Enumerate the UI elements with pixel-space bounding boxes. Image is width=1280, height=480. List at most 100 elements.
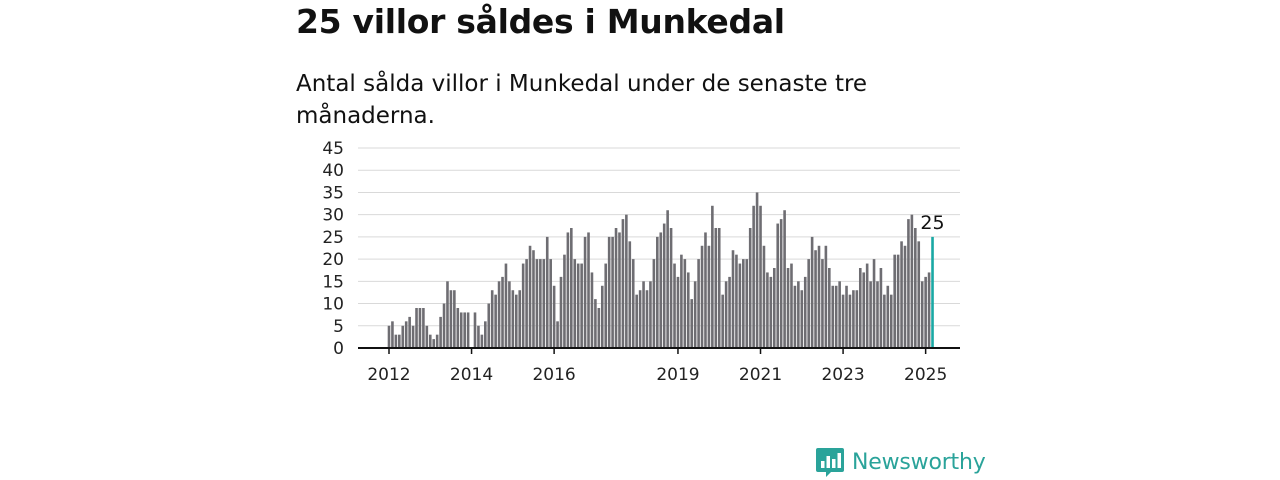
bar xyxy=(401,325,405,348)
bar xyxy=(879,268,883,348)
bar xyxy=(766,272,769,348)
bar xyxy=(490,290,494,348)
bar xyxy=(422,308,425,348)
bar xyxy=(669,228,673,348)
y-tick-label: 30 xyxy=(322,206,344,226)
bar xyxy=(521,263,525,348)
bar xyxy=(518,290,522,348)
bar xyxy=(611,236,614,348)
x-tick-label: 2016 xyxy=(532,365,575,385)
bar xyxy=(456,308,460,348)
bar xyxy=(621,219,625,348)
bar xyxy=(570,228,573,348)
bar xyxy=(786,268,790,348)
bar xyxy=(642,281,645,348)
bar xyxy=(494,294,497,348)
bar xyxy=(869,281,872,348)
bar xyxy=(604,263,608,348)
bar xyxy=(556,321,559,348)
bar xyxy=(542,259,546,348)
bar xyxy=(597,308,601,348)
bar xyxy=(487,303,491,348)
bar xyxy=(508,281,511,348)
bar xyxy=(628,241,632,348)
bar xyxy=(428,334,432,348)
bar xyxy=(697,259,700,348)
bar xyxy=(759,205,762,348)
bar xyxy=(535,259,539,348)
bar xyxy=(755,192,759,348)
bar xyxy=(907,219,910,348)
bar xyxy=(876,281,879,348)
bar xyxy=(724,281,728,348)
bar xyxy=(693,281,697,348)
bar xyxy=(580,263,583,348)
bar xyxy=(404,321,408,348)
bar xyxy=(735,254,738,348)
latest-value-label: 25 xyxy=(920,212,944,234)
bar xyxy=(607,236,611,348)
bar xyxy=(831,285,835,348)
bar xyxy=(398,334,401,348)
y-tick-label: 45 xyxy=(322,139,344,159)
bar xyxy=(614,228,618,348)
bar xyxy=(810,236,814,348)
bar xyxy=(917,241,921,348)
bar xyxy=(449,290,453,348)
bar xyxy=(779,219,783,348)
bar xyxy=(453,290,456,348)
bar xyxy=(631,259,635,348)
bar xyxy=(559,276,563,348)
x-tick-label: 2019 xyxy=(656,365,699,385)
bar xyxy=(841,294,845,348)
bar xyxy=(425,325,429,348)
bar-series xyxy=(387,192,934,348)
bar xyxy=(817,245,821,348)
bar xyxy=(748,228,752,348)
bar xyxy=(924,276,927,348)
bar xyxy=(552,285,556,348)
bar xyxy=(563,254,566,348)
bar xyxy=(707,245,711,348)
bar xyxy=(576,263,580,348)
bar xyxy=(797,281,800,348)
bar xyxy=(545,236,549,348)
bar xyxy=(645,290,649,348)
bar xyxy=(731,250,735,348)
bar xyxy=(700,245,704,348)
bar xyxy=(459,312,463,348)
y-tick-label: 15 xyxy=(322,272,344,292)
bar xyxy=(594,299,597,348)
bar xyxy=(920,281,924,348)
bar xyxy=(652,259,656,348)
bar xyxy=(889,294,893,348)
bar xyxy=(573,259,577,348)
bar xyxy=(862,272,866,348)
bar xyxy=(511,290,515,348)
bar xyxy=(828,268,831,348)
bar xyxy=(673,263,676,348)
bar xyxy=(845,285,848,348)
bar xyxy=(680,254,683,348)
bar xyxy=(590,272,594,348)
bar xyxy=(659,232,663,348)
bar xyxy=(893,254,896,348)
bar xyxy=(728,276,731,348)
bar xyxy=(903,245,907,348)
x-tick-label: 2012 xyxy=(367,365,410,385)
bar xyxy=(738,263,742,348)
bar xyxy=(638,290,642,348)
bar xyxy=(583,236,587,348)
bar xyxy=(714,228,718,348)
brand-logo[interactable]: Newsworthy xyxy=(816,446,986,478)
bar xyxy=(676,276,680,348)
bar xyxy=(886,285,890,348)
bar xyxy=(587,232,590,348)
chart-subtitle: Antal sålda villor i Munkedal under de s… xyxy=(296,71,868,129)
latest-bar xyxy=(931,236,934,348)
bar xyxy=(838,281,841,348)
bar xyxy=(525,259,528,348)
bar xyxy=(618,232,621,348)
bar xyxy=(800,290,804,348)
bar xyxy=(834,285,838,348)
